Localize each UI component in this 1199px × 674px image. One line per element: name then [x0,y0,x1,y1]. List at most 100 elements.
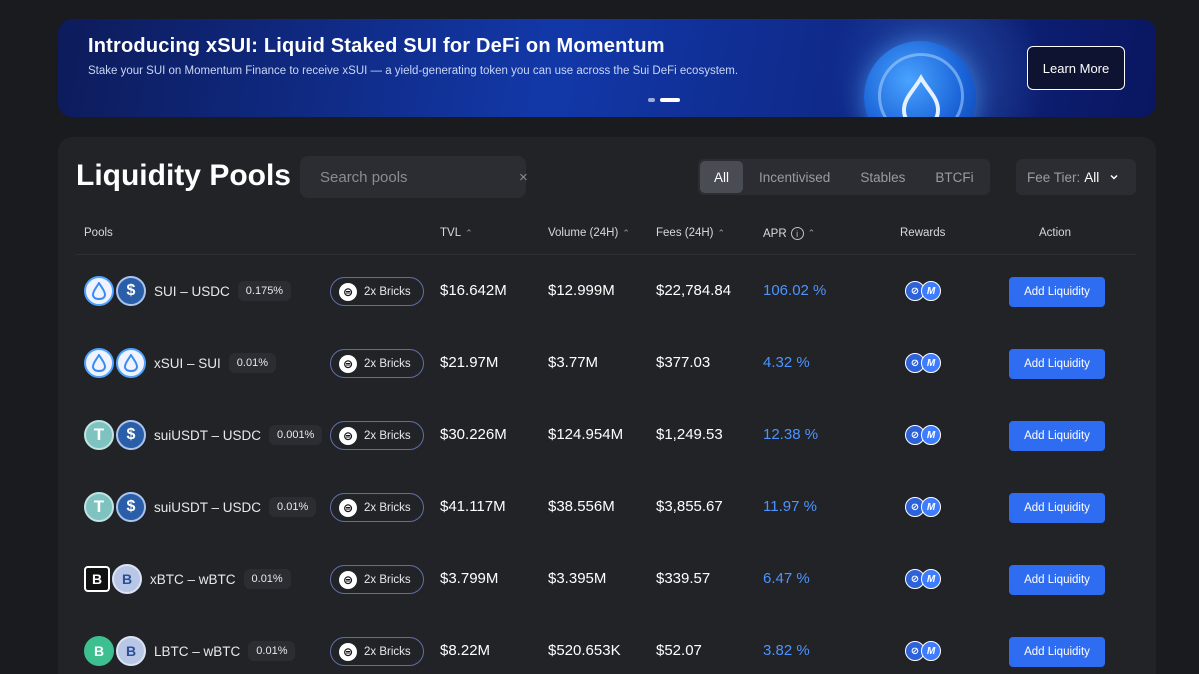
add-liquidity-button[interactable]: Add Liquidity [1009,277,1105,307]
rewards-icons[interactable]: ⊘ M [905,497,941,517]
rewards-icons[interactable]: ⊘ M [905,569,941,589]
carousel-dot-2[interactable] [660,98,680,102]
search-box: × [300,156,528,198]
header-fees[interactable]: Fees (24H) ⌃ [656,227,725,239]
momentum-reward-icon: M [921,353,941,373]
fee-tier-badge: 0.01% [269,497,317,517]
tab-incentivised[interactable]: Incentivised [759,169,831,185]
learn-more-button[interactable]: Learn More [1027,46,1125,90]
reward-token-icon: ⊘ [905,425,925,445]
pool-pair: $ SUI – USDC 0.175% [84,276,292,306]
add-liquidity-button[interactable]: Add Liquidity [1009,349,1105,379]
header-tvl[interactable]: TVL ⌃ [440,227,473,239]
clear-search-icon[interactable]: × [519,168,528,186]
apr-value[interactable]: 3.82 % [763,642,810,659]
apr-value[interactable]: 12.38 % [763,426,819,443]
table-row[interactable]: T $ suiUSDT – USDC 0.001% ⊜ 2x Bricks $3… [76,399,1136,471]
add-liquidity-button[interactable]: Add Liquidity [1009,421,1105,451]
xsui-coin-ring [878,53,964,117]
pool-filter-tabs: All Incentivised Stables BTCFi [698,159,990,195]
table-row[interactable]: T $ suiUSDT – USDC 0.01% ⊜ 2x Bricks $41… [76,471,1136,543]
pair-name[interactable]: xBTC – wBTC [150,571,236,587]
pair-name[interactable]: SUI – USDC [154,283,230,299]
header-apr[interactable]: APR i ⌃ [763,227,815,240]
header-volume[interactable]: Volume (24H) ⌃ [548,227,630,239]
usdc-token-icon: $ [116,276,146,306]
fee-tier-badge: 0.175% [237,281,292,301]
wbtc-token-icon: B [112,564,142,594]
momentum-reward-icon: M [921,425,941,445]
search-input[interactable] [320,168,519,186]
rewards-icons[interactable]: ⊘ M [905,641,941,661]
header-rewards-label: Rewards [900,227,946,239]
header-volume-label: Volume (24H) [548,227,619,239]
tab-stables[interactable]: Stables [860,169,906,185]
sort-asc-icon: ⌃ [622,227,630,238]
sui-token-icon [116,348,146,378]
rewards-icons[interactable]: ⊘ M [905,425,941,445]
carousel-dots [648,98,680,102]
fee-tier-badge: 0.01% [228,353,276,373]
fees-value: $52.07 [656,642,702,659]
apr-value[interactable]: 6.47 % [763,570,810,587]
bricks-badge: ⊜ 2x Bricks [330,565,424,594]
add-liquidity-button[interactable]: Add Liquidity [1009,637,1105,667]
fee-tier-dropdown[interactable]: Fee Tier: All [1016,159,1136,195]
xbtc-token-icon: B [84,566,110,592]
add-liquidity-button[interactable]: Add Liquidity [1009,565,1105,595]
bricks-badge: ⊜ 2x Bricks [330,493,424,522]
tvl-value: $8.22M [440,642,491,659]
table-row[interactable]: xSUI – SUI 0.01% ⊜ 2x Bricks $21.97M $3.… [76,327,1136,399]
reward-token-icon: ⊘ [905,641,925,661]
volume-value: $520.653K [548,642,621,659]
carousel-dot-1[interactable] [648,98,655,102]
fees-value: $3,855.67 [656,498,723,515]
fee-tier-label: Fee Tier: [1027,169,1081,185]
bricks-icon: ⊜ [339,282,357,301]
pair-name[interactable]: xSUI – SUI [154,355,221,371]
volume-value: $124.954M [548,426,624,443]
chevron-down-icon [1110,174,1118,180]
rewards-icons[interactable]: ⊘ M [905,353,941,373]
apr-value[interactable]: 4.32 % [763,354,810,371]
pair-name[interactable]: suiUSDT – USDC [154,427,262,443]
tab-btcfi[interactable]: BTCFi [935,169,974,185]
volume-value: $38.556M [548,498,615,515]
usdc-token-icon: $ [116,492,146,522]
header-pools-label: Pools [84,227,113,239]
pair-name[interactable]: LBTC – wBTC [154,643,241,659]
pool-pair: T $ suiUSDT – USDC 0.01% [84,492,317,522]
bricks-icon: ⊜ [339,642,357,661]
tvl-value: $16.642M [440,282,507,299]
table-row[interactable]: B B LBTC – wBTC 0.01% ⊜ 2x Bricks $8.22M… [76,615,1136,674]
tab-all[interactable]: All [700,161,744,193]
rewards-icons[interactable]: ⊘ M [905,281,941,301]
page-title: Liquidity Pools [76,159,291,192]
bricks-label: 2x Bricks [364,357,411,370]
pool-pair: xSUI – SUI 0.01% [84,348,276,378]
apr-value[interactable]: 11.97 % [763,498,817,515]
info-icon[interactable]: i [790,227,804,240]
header-pools: Pools [84,227,113,239]
bricks-icon: ⊜ [339,354,357,373]
pair-name[interactable]: suiUSDT – USDC [154,499,262,515]
tvl-value: $41.117M [440,498,506,515]
sui-drop-icon [901,74,941,117]
header-action: Action [1039,227,1071,239]
fee-tier-badge: 0.001% [269,425,323,445]
bricks-badge: ⊜ 2x Bricks [330,421,424,450]
apr-value[interactable]: 106.02 % [763,282,827,299]
header-rewards: Rewards [900,227,945,239]
table-row[interactable]: $ SUI – USDC 0.175% ⊜ 2x Bricks $16.642M… [76,255,1136,327]
bricks-badge: ⊜ 2x Bricks [330,349,424,378]
sort-asc-icon: ⌃ [807,228,816,238]
fees-value: $339.57 [656,570,711,587]
table-row[interactable]: B B xBTC – wBTC 0.01% ⊜ 2x Bricks $3.799… [76,543,1136,615]
fees-value: $1,249.53 [656,426,723,443]
bricks-badge: ⊜ 2x Bricks [330,277,424,306]
header-action-label: Action [1039,227,1071,239]
volume-value: $12.999M [548,282,615,299]
sui-token-icon [84,348,114,378]
liquidity-pools-panel: Liquidity Pools × All Incentivised Stabl… [58,137,1156,674]
add-liquidity-button[interactable]: Add Liquidity [1009,493,1105,523]
